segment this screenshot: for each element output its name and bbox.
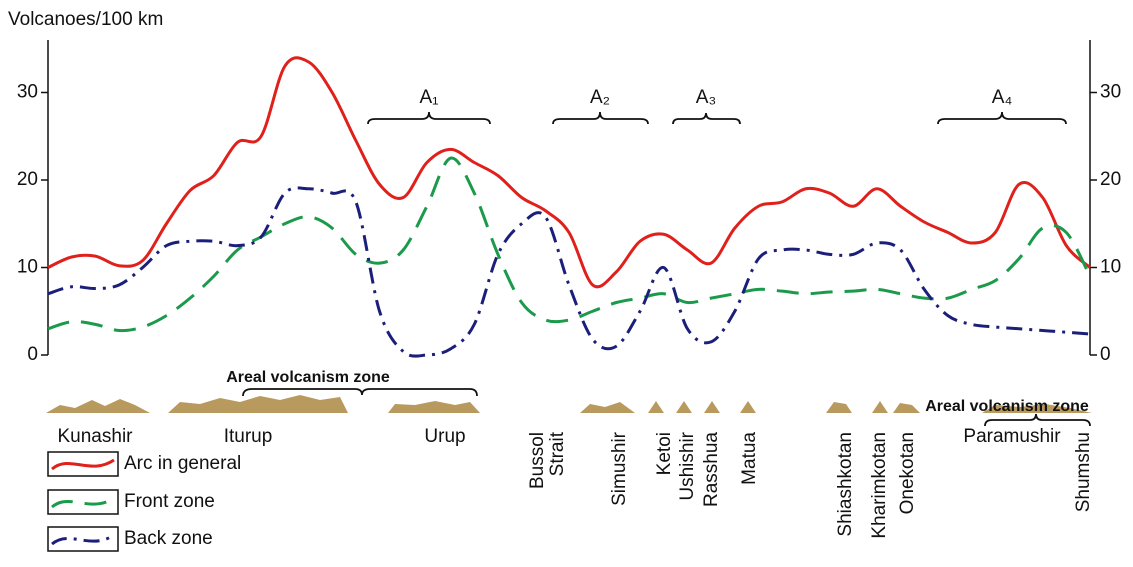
island-label: Urup xyxy=(424,426,465,447)
legend-box xyxy=(47,489,119,515)
island-label: Matua xyxy=(739,432,760,485)
island-label: Paramushir xyxy=(963,426,1061,447)
island-label: Kunashir xyxy=(58,426,134,447)
y-tick-label: 10 xyxy=(1100,257,1121,278)
legend-box xyxy=(47,526,119,552)
zone-label: A₄ xyxy=(992,87,1013,108)
island-label: Iturup xyxy=(224,426,273,447)
y-tick-label: 30 xyxy=(1100,82,1121,103)
legend-label: Front zone xyxy=(124,491,215,512)
island-label: Ketoi xyxy=(654,432,675,475)
y-tick-label: 20 xyxy=(1100,169,1121,190)
zone-label: A₁ xyxy=(419,87,438,108)
y-tick-label: 20 xyxy=(17,169,38,190)
island-label: Shumshu xyxy=(1073,432,1094,512)
legend-swatch xyxy=(51,458,115,471)
island-label: Shiashkotan xyxy=(835,432,856,537)
y-tick-label: 0 xyxy=(27,344,38,365)
series-line xyxy=(47,186,1091,358)
island-label: Rasshua xyxy=(701,432,722,507)
island-shapes xyxy=(46,395,1092,413)
areal-zone-label: Areal volcanism zone xyxy=(226,369,390,386)
island-label: Ushishir xyxy=(677,431,698,500)
y-tick-label: 10 xyxy=(17,257,38,278)
series-line xyxy=(47,56,1092,289)
legend xyxy=(47,451,119,552)
legend-label: Back zone xyxy=(124,528,213,549)
island-label: Simushir xyxy=(609,431,630,506)
legend-swatch xyxy=(51,496,115,509)
island-label: BussolStrait xyxy=(527,431,568,489)
legend-box xyxy=(47,451,119,477)
zone-label: A₂ xyxy=(590,87,610,108)
legend-swatch xyxy=(51,533,115,546)
island-label: Kharimkotan xyxy=(869,432,890,539)
legend-label: Arc in general xyxy=(124,453,241,474)
y-tick-label: 0 xyxy=(1100,344,1111,365)
y-tick-label: 30 xyxy=(17,82,38,103)
brackets xyxy=(242,111,1091,427)
series-line xyxy=(47,156,1092,333)
areal-zone-label: Areal volcanism zone xyxy=(925,398,1089,415)
island-label: Onekotan xyxy=(897,432,918,514)
zone-label: A₃ xyxy=(696,87,716,108)
y-axis-label: Volcanoes/100 km xyxy=(8,9,163,30)
